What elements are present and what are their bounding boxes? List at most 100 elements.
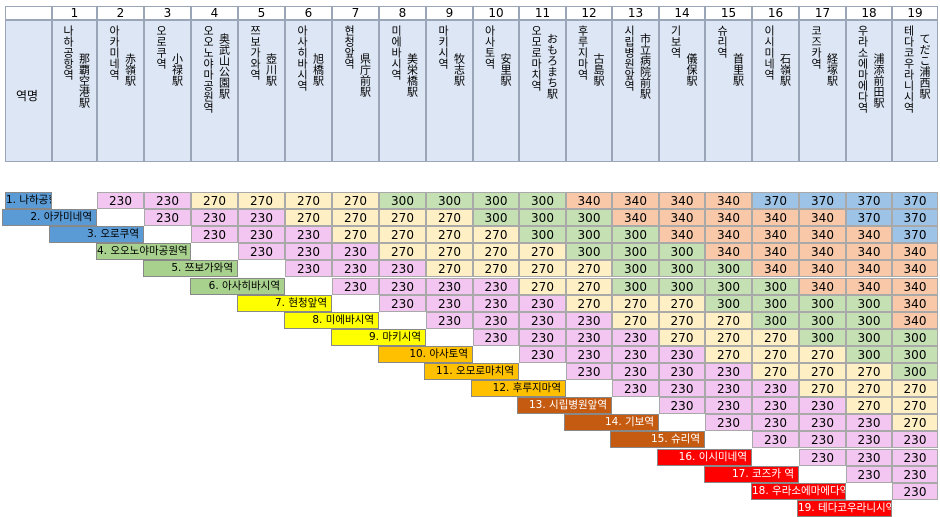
fare-cell: 300: [892, 363, 938, 381]
fare-cell: 230: [473, 277, 519, 295]
fare-cell: 340: [566, 192, 612, 210]
station-name-ko: 현청앞역: [342, 25, 356, 69]
station-header: 현청앞역 県庁前駅: [332, 20, 379, 162]
fare-cell: 340: [752, 226, 799, 244]
fare-cell: 230: [332, 260, 379, 278]
fare-cell: 340: [892, 277, 938, 295]
fare-cell: 270: [519, 243, 566, 261]
fare-cell: 270: [473, 243, 519, 261]
fare-cell: 300: [846, 345, 892, 363]
station-name-ko: 시립병원앞역: [622, 25, 636, 91]
fare-cell: 230: [566, 311, 612, 329]
station-header: 마키시역 牧志駅: [426, 20, 473, 162]
fare-cell: 340: [799, 277, 846, 295]
fare-cell: 230: [379, 294, 426, 312]
column-number: 4: [191, 6, 238, 20]
fare-cell: 300: [426, 192, 473, 210]
column-number: 18: [846, 6, 892, 20]
fare-cell: 270: [473, 226, 519, 244]
station-row-label: 8. 미에바시역: [284, 311, 379, 329]
fare-cell: 270: [799, 380, 846, 398]
station-row-label: 19. 테다코우라니시역: [797, 499, 892, 517]
fare-cell: 340: [799, 260, 846, 278]
fare-cell: 230: [473, 328, 519, 346]
fare-cell: 270: [519, 260, 566, 278]
corner-number-cell: [5, 6, 52, 20]
station-name-ko: 마키시역: [436, 25, 450, 69]
station-name-ko: 기보역: [669, 25, 682, 58]
fare-cell: 370: [846, 192, 892, 210]
station-row-label: 16. 이시미네역: [657, 448, 752, 466]
fare-cell: 300: [752, 311, 799, 329]
fare-cell: 270: [426, 209, 473, 227]
fare-cell: 230: [191, 226, 238, 244]
fare-cell: 270: [752, 363, 799, 381]
fare-cell: 230: [379, 277, 426, 295]
station-header: 오오노야마공원역 奥武山公園駅: [191, 20, 238, 162]
column-number: 9: [426, 6, 473, 20]
column-number: 3: [144, 6, 191, 20]
fare-cell: 270: [659, 328, 705, 346]
fare-cell: 370: [892, 226, 938, 244]
fare-cell: 340: [892, 311, 938, 329]
fare-cell: 230: [659, 397, 705, 415]
fare-cell: 230: [752, 414, 799, 432]
fare-cell: 300: [799, 311, 846, 329]
station-header: 슈리역 首里駅: [705, 20, 752, 162]
station-header: 미에바시역 美栄橋駅: [379, 20, 426, 162]
station-row-label: 5. 쯔보가와역: [143, 260, 238, 278]
fare-cell: 230: [285, 243, 332, 261]
station-header: 아사토역 安里駅: [473, 20, 519, 162]
station-header: 아카미네역 赤嶺駅: [97, 20, 144, 162]
fare-cell: 270: [892, 380, 938, 398]
fare-cell: 270: [426, 226, 473, 244]
fare-cell: 300: [612, 277, 659, 295]
fare-cell: 270: [566, 294, 612, 312]
station-header: 후루지마역 古島駅: [566, 20, 612, 162]
fare-cell: 230: [892, 465, 938, 483]
fare-cell: 230: [705, 380, 752, 398]
fare-cell: 230: [892, 448, 938, 466]
station-row-label: 18. 우라소에마에다역: [751, 482, 846, 500]
fare-cell: 270: [659, 311, 705, 329]
station-header: 시립병원앞역 市立病院前駅: [612, 20, 659, 162]
fare-cell: 230: [519, 328, 566, 346]
fare-cell: 270: [285, 192, 332, 210]
fare-cell: 230: [519, 294, 566, 312]
column-number: 1: [52, 6, 97, 20]
fare-cell: 300: [752, 294, 799, 312]
fare-cell: 230: [144, 192, 191, 210]
fare-cell: 340: [705, 209, 752, 227]
station-name-ja: おもろまち駅: [545, 33, 559, 99]
column-number: 16: [752, 6, 799, 20]
fare-cell: 300: [612, 260, 659, 278]
fare-cell: 270: [705, 311, 752, 329]
fare-cell: 270: [566, 260, 612, 278]
fare-cell: 340: [892, 243, 938, 261]
fare-cell: 300: [566, 243, 612, 261]
station-name-ja: 美栄橋駅: [405, 53, 419, 97]
column-number: 12: [566, 6, 612, 20]
fare-cell: 300: [519, 209, 566, 227]
fare-cell: 230: [612, 363, 659, 381]
column-number: 10: [473, 6, 519, 20]
station-row-label: 1. 나하공항역: [5, 192, 52, 210]
fare-cell: 340: [659, 192, 705, 210]
fare-cell: 300: [566, 209, 612, 227]
station-row-label: 4. 오오노야마공원역: [96, 243, 191, 261]
fare-cell: 230: [846, 431, 892, 449]
fare-cell: 230: [566, 345, 612, 363]
fare-cell: 300: [473, 209, 519, 227]
station-row-label: 12. 후루지마역: [471, 380, 566, 398]
fare-cell: 230: [144, 209, 191, 227]
fare-cell: 370: [892, 192, 938, 210]
station-header: 나하공항역 那覇空港駅: [52, 20, 97, 162]
station-name-ja: 旭橋駅: [311, 53, 325, 86]
fare-cell: 270: [379, 243, 426, 261]
fare-cell: 340: [752, 260, 799, 278]
fare-cell: 230: [191, 209, 238, 227]
station-name-ja: 県庁前駅: [358, 53, 372, 97]
fare-cell: 270: [379, 209, 426, 227]
fare-cell: 230: [285, 226, 332, 244]
fare-cell: 270: [892, 414, 938, 432]
